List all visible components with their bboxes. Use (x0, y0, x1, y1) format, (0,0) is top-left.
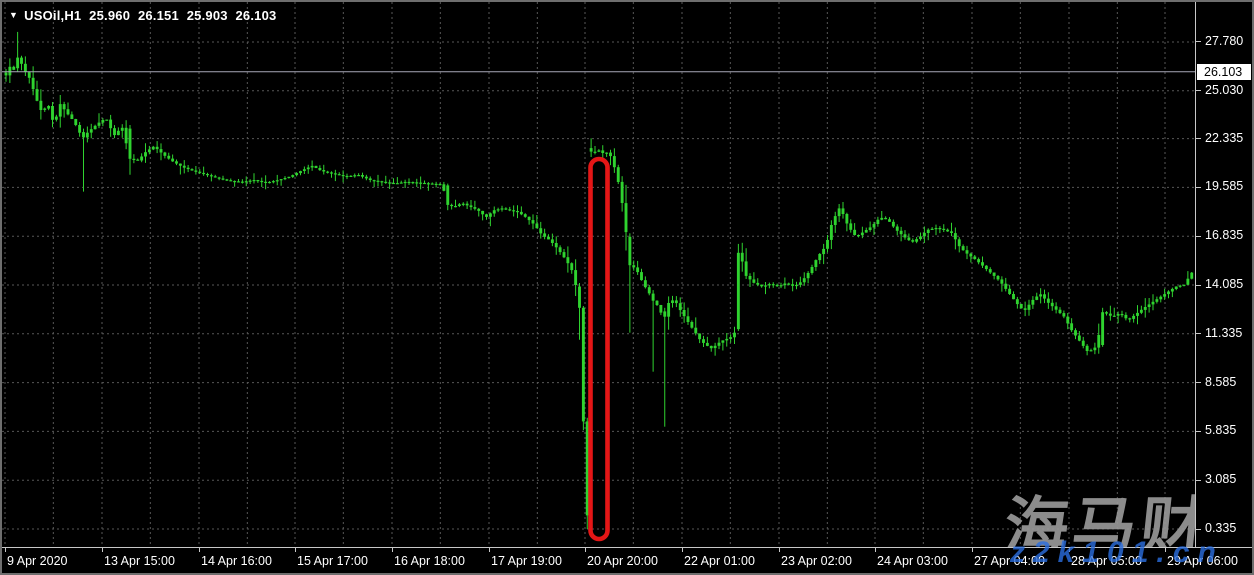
candlestick-chart[interactable] (2, 2, 1195, 547)
price-tick-mark (1196, 284, 1201, 286)
price-tick-mark (1196, 186, 1201, 188)
price-tick-mark (1196, 138, 1201, 140)
chart-title: ▼ USOil,H1 25.960 26.151 25.903 26.103 (9, 8, 280, 23)
ohlc-high: 26.151 (137, 8, 179, 23)
ohlc-low: 25.903 (186, 8, 228, 23)
price-tick-mark (1196, 235, 1201, 237)
time-tick-mark (1069, 548, 1070, 552)
price-tick-label: 8.585 (1205, 374, 1237, 389)
time-tick-label: 22 Apr 01:00 (684, 554, 755, 568)
symbol-dropdown-icon: ▼ (9, 10, 19, 20)
price-tick-label: 19.585 (1205, 179, 1244, 194)
time-tick-mark (295, 548, 296, 552)
time-tick-label: 17 Apr 19:00 (491, 554, 562, 568)
time-tick-mark (199, 548, 200, 552)
price-tick-label: 0.335 (1205, 521, 1237, 535)
time-tick-label: 20 Apr 20:00 (587, 554, 658, 568)
price-tick-mark (1196, 528, 1201, 530)
price-tick-mark (1196, 90, 1201, 92)
chart-plot-area[interactable]: ▼ USOil,H1 25.960 26.151 25.903 26.103 (2, 2, 1195, 547)
price-tick-label: 22.335 (1205, 130, 1244, 145)
ohlc-close: 26.103 (235, 8, 277, 23)
price-tick-label: 11.335 (1205, 325, 1243, 340)
time-tick-label: 27 Apr 04:00 (974, 554, 1045, 568)
price-tick-label: 16.835 (1205, 228, 1244, 243)
time-tick-mark (779, 548, 780, 552)
time-tick-mark (489, 548, 490, 552)
time-tick-label: 23 Apr 02:00 (781, 554, 852, 568)
price-tick-label: 25.030 (1205, 82, 1244, 97)
price-tick-mark (1196, 382, 1201, 384)
time-tick-mark (972, 548, 973, 552)
time-tick-mark (5, 548, 6, 552)
time-tick-mark (585, 548, 586, 552)
time-tick-label: 15 Apr 17:00 (297, 554, 368, 568)
current-price-box: 26.103 (1197, 63, 1251, 80)
time-tick-label: 16 Apr 18:00 (394, 554, 465, 568)
time-tick-label: 14 Apr 16:00 (201, 554, 272, 568)
time-tick-mark (875, 548, 876, 552)
time-tick-label: 29 Apr 06:00 (1167, 554, 1238, 568)
time-tick-label: 28 Apr 05:00 (1071, 554, 1142, 568)
time-tick-mark (102, 548, 103, 552)
ohlc-open: 25.960 (89, 8, 131, 23)
time-tick-mark (1165, 548, 1166, 552)
symbol-period-label: USOil,H1 (24, 8, 82, 23)
price-tick-label: 14.085 (1205, 277, 1244, 291)
price-tick-mark (1196, 479, 1201, 481)
price-tick-label: 3.085 (1205, 472, 1237, 487)
time-tick-label: 13 Apr 15:00 (104, 554, 175, 568)
time-tick-mark (682, 548, 683, 552)
crash-highlight-annotation (588, 156, 610, 542)
price-tick-label: 5.835 (1205, 423, 1237, 438)
time-axis[interactable]: 9 Apr 2020 13 Apr 15:00 14 Apr 16:00 15 Apr… (2, 547, 1252, 573)
time-tick-label: 9 Apr 2020 (7, 554, 68, 568)
time-tick-mark (392, 548, 393, 552)
price-axis[interactable]: 26.103 27.780 25.030 22.335 19.585 16.835 14.… (1195, 2, 1252, 547)
time-tick-label: 24 Apr 03:00 (877, 554, 948, 568)
price-tick-mark (1196, 430, 1201, 432)
price-tick-mark (1196, 333, 1201, 335)
price-tick-mark (1196, 41, 1201, 43)
price-tick-label: 27.780 (1205, 33, 1244, 48)
